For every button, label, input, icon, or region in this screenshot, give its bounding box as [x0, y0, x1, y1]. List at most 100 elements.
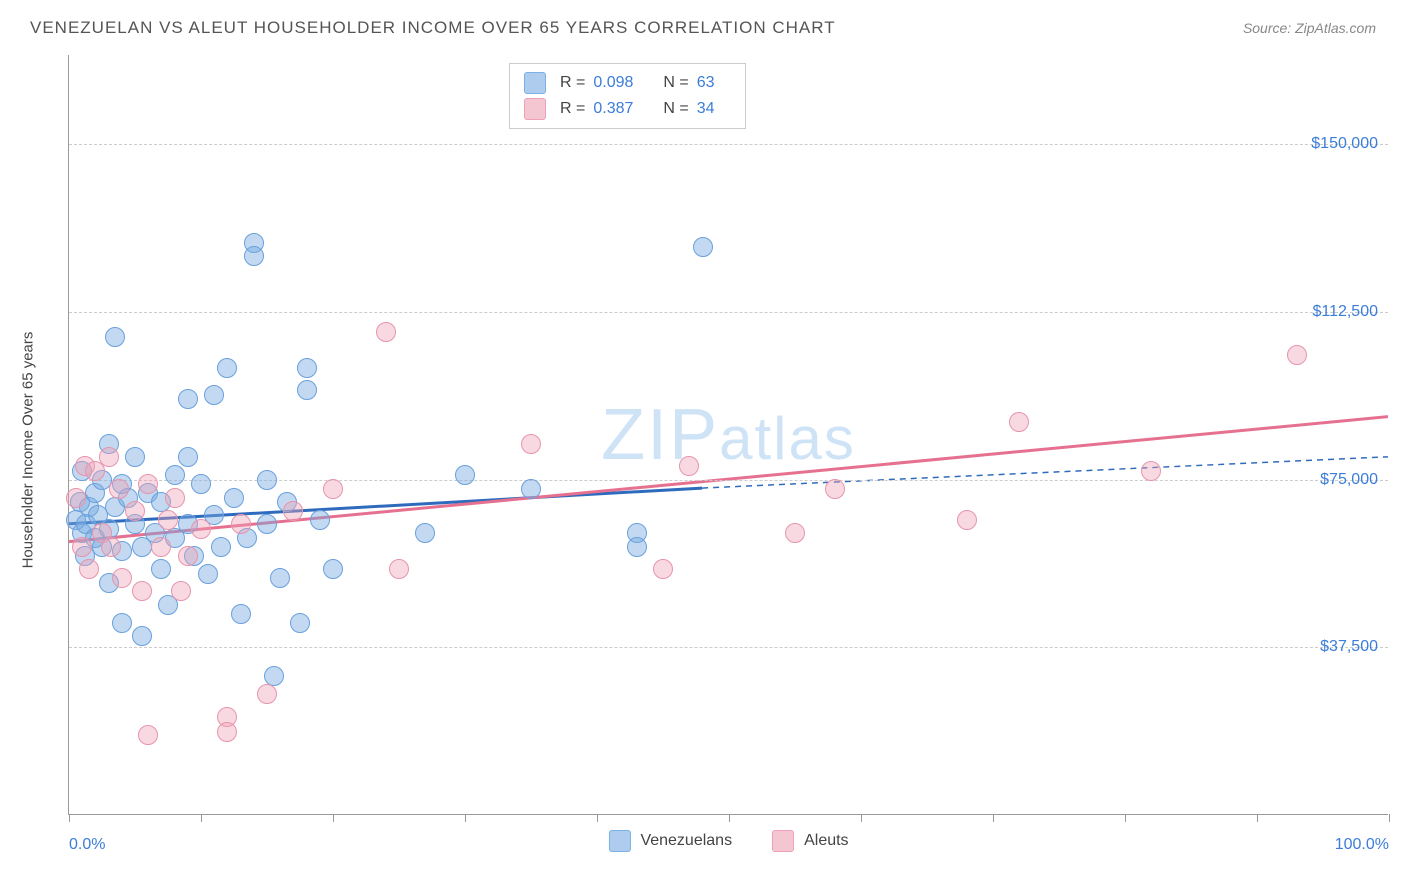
data-point [257, 514, 277, 534]
x-tick [201, 814, 202, 822]
data-point [178, 546, 198, 566]
y-axis-label: Householder Income Over 65 years [20, 332, 37, 569]
data-point [257, 684, 277, 704]
data-point [825, 479, 845, 499]
data-point [257, 470, 277, 490]
data-point [99, 447, 119, 467]
data-point [521, 479, 541, 499]
data-point [376, 322, 396, 342]
legend-stat-row: R = 0.387 N = 34 [524, 96, 731, 122]
data-point [72, 537, 92, 557]
legend-swatch [608, 830, 630, 852]
data-point [198, 564, 218, 584]
data-point [310, 510, 330, 530]
legend-swatch [524, 72, 546, 94]
data-point [217, 722, 237, 742]
data-point [211, 537, 231, 557]
x-tick [465, 814, 466, 822]
y-tick-label: $112,500 [1312, 303, 1378, 321]
correlation-legend: R = 0.098 N = 63 R = 0.387 N = 34 [509, 63, 746, 129]
data-point [297, 358, 317, 378]
n-value: 34 [697, 100, 715, 118]
data-point [323, 479, 343, 499]
data-point [1009, 412, 1029, 432]
n-label: N = [663, 74, 688, 92]
r-value: 0.387 [593, 100, 633, 118]
legend-item: Venezuelans [608, 830, 732, 852]
data-point [455, 465, 475, 485]
x-tick-label: 100.0% [1335, 836, 1389, 854]
x-tick-label: 0.0% [69, 836, 105, 854]
chart-container: Householder Income Over 65 years ZIPatla… [48, 55, 1388, 845]
x-tick [69, 814, 70, 822]
data-point [679, 456, 699, 476]
data-point [191, 519, 211, 539]
data-point [224, 488, 244, 508]
x-tick [1125, 814, 1126, 822]
x-tick [333, 814, 334, 822]
data-point [112, 613, 132, 633]
data-point [151, 559, 171, 579]
data-point [1287, 345, 1307, 365]
data-point [283, 501, 303, 521]
legend-swatch [524, 98, 546, 120]
data-point [627, 537, 647, 557]
data-point [785, 523, 805, 543]
data-point [217, 358, 237, 378]
y-tick-label: $75,000 [1320, 471, 1378, 489]
data-point [158, 510, 178, 530]
r-label: R = [560, 74, 585, 92]
data-point [693, 237, 713, 257]
data-point [66, 488, 86, 508]
data-point [109, 479, 129, 499]
data-point [151, 537, 171, 557]
series-legend: Venezuelans Aleuts [608, 830, 848, 852]
data-point [521, 434, 541, 454]
data-point [191, 474, 211, 494]
n-value: 63 [697, 74, 715, 92]
data-point [138, 725, 158, 745]
data-point [171, 581, 191, 601]
data-point [112, 568, 132, 588]
legend-swatch [772, 830, 794, 852]
chart-title: VENEZUELAN VS ALEUT HOUSEHOLDER INCOME O… [30, 18, 836, 38]
data-point [178, 389, 198, 409]
data-point [101, 537, 121, 557]
data-point [323, 559, 343, 579]
x-tick [1389, 814, 1390, 822]
data-point [132, 581, 152, 601]
data-point [165, 465, 185, 485]
data-point [389, 559, 409, 579]
x-tick [861, 814, 862, 822]
legend-label: Aleuts [804, 832, 848, 850]
legend-item: Aleuts [772, 830, 848, 852]
x-tick [1257, 814, 1258, 822]
data-point [105, 327, 125, 347]
legend-stat-row: R = 0.098 N = 63 [524, 70, 731, 96]
data-point [653, 559, 673, 579]
r-label: R = [560, 100, 585, 118]
source-attribution: Source: ZipAtlas.com [1243, 20, 1376, 36]
data-point [125, 501, 145, 521]
x-tick [597, 814, 598, 822]
data-point [165, 488, 185, 508]
x-tick [993, 814, 994, 822]
data-point [957, 510, 977, 530]
data-point [1141, 461, 1161, 481]
gridline [69, 647, 1388, 648]
data-point [132, 626, 152, 646]
data-point [79, 559, 99, 579]
data-point [125, 447, 145, 467]
watermark: ZIPatlas [601, 394, 856, 476]
r-value: 0.098 [593, 74, 633, 92]
data-point [270, 568, 290, 588]
gridline [69, 312, 1388, 313]
data-point [231, 514, 251, 534]
data-point [290, 613, 310, 633]
data-point [231, 604, 251, 624]
n-label: N = [663, 100, 688, 118]
plot-area: ZIPatlas R =0.098N =63R =0.387N =34 Vene… [68, 55, 1388, 815]
data-point [297, 380, 317, 400]
data-point [138, 474, 158, 494]
data-point [244, 246, 264, 266]
